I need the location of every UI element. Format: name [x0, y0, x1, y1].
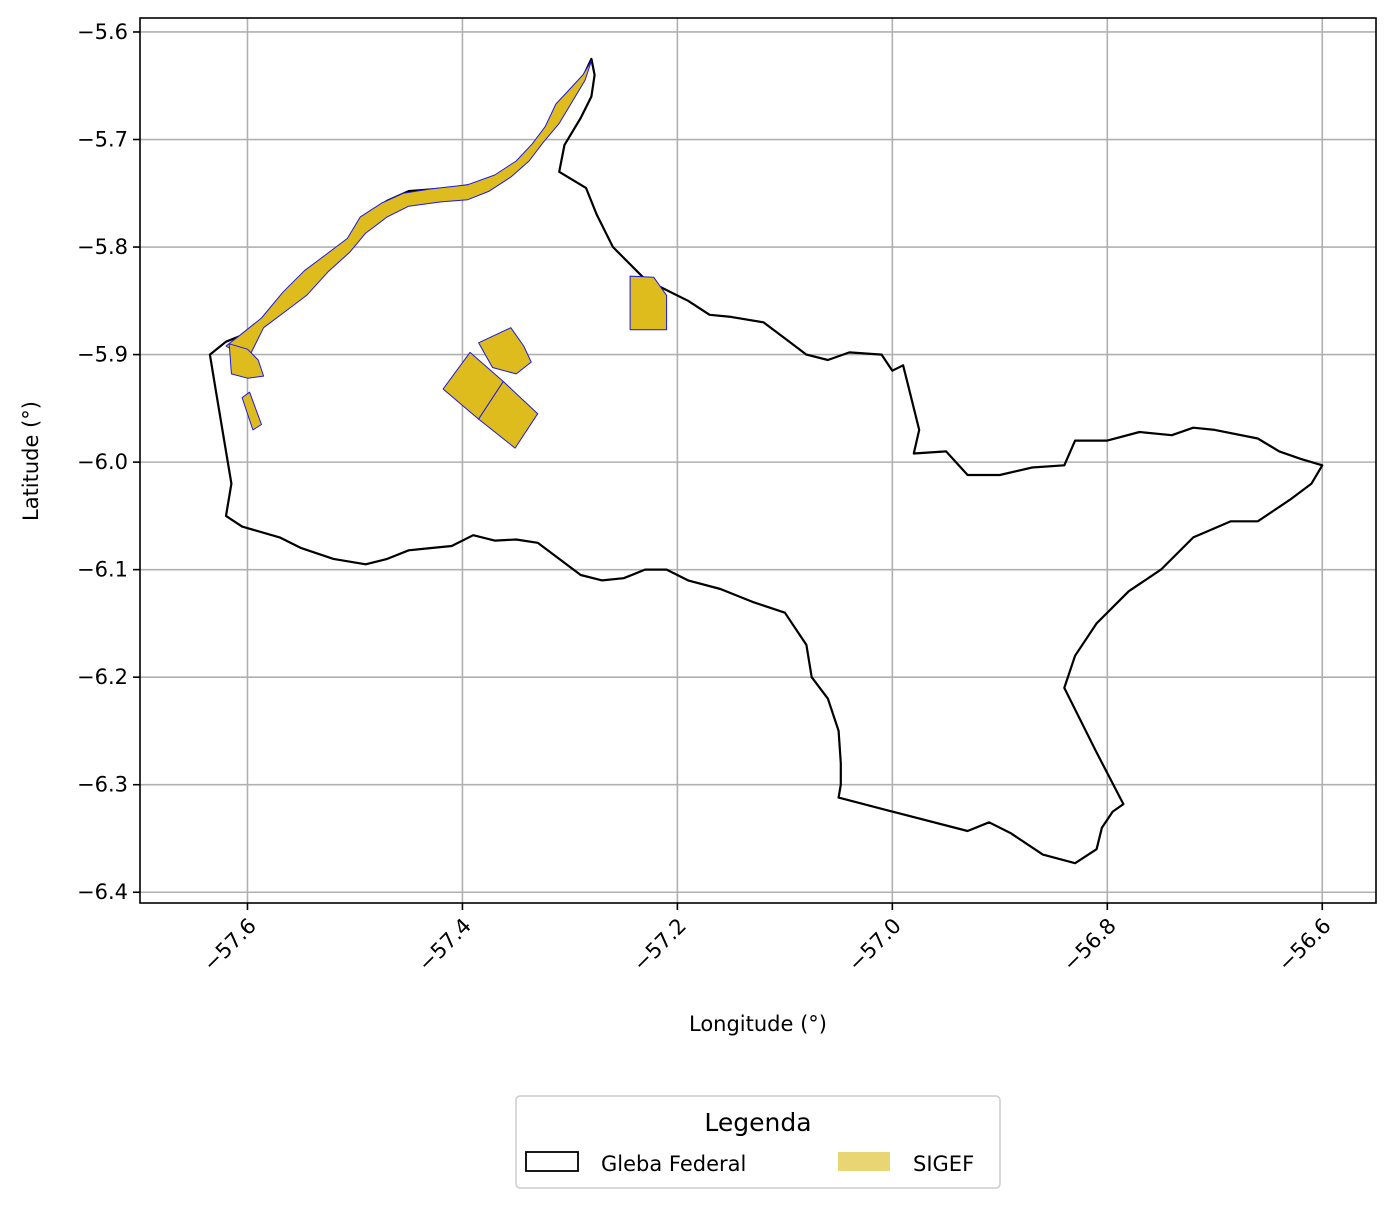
gleba-federal-boundary	[208, 57, 1324, 865]
legend: Legenda Gleba Federal SIGEF	[515, 1095, 1001, 1189]
x-axis-title: Longitude (°)	[689, 1012, 827, 1036]
legend-label-gleba-federal: Gleba Federal	[601, 1152, 746, 1176]
y-tick-label: −6.1	[77, 558, 128, 582]
y-tick-label: −5.8	[77, 235, 128, 259]
sigef-layer	[225, 60, 668, 449]
sigef-parcel	[478, 327, 532, 375]
x-tick-label: −57.0	[843, 914, 905, 976]
y-tick-label: −5.7	[77, 128, 128, 152]
gleba-federal-layer	[208, 57, 1324, 865]
legend-swatch-gleba-federal	[525, 1151, 579, 1172]
x-tick-label: −56.6	[1273, 914, 1335, 976]
plot-area-frame	[139, 17, 1377, 904]
y-tick-label: −6.4	[77, 880, 128, 904]
y-tick-label: −6.0	[77, 450, 128, 474]
legend-swatch-sigef	[838, 1152, 890, 1171]
x-tick-label: −56.8	[1058, 914, 1120, 976]
legend-title: Legenda	[704, 1108, 811, 1137]
x-tick-label: −57.2	[628, 914, 690, 976]
sigef-parcel	[225, 60, 592, 361]
legend-label-sigef: SIGEF	[913, 1152, 974, 1176]
sigef-parcel	[241, 391, 262, 431]
sigef-parcel	[629, 275, 668, 331]
y-tick-label: −5.6	[77, 20, 128, 44]
y-tick-label: −5.9	[77, 343, 128, 367]
y-tick-label: −6.2	[77, 665, 128, 689]
y-axis-title: Latitude (°)	[19, 401, 43, 521]
x-axis-ticks: −57.6 −57.4 −57.2 −57.0 −56.8 −56.6	[199, 903, 1336, 976]
sigef-parcel	[478, 381, 539, 449]
x-tick-label: −57.4	[413, 914, 475, 976]
sigef-parcel	[228, 343, 265, 379]
x-tick-label: −57.6	[199, 914, 261, 976]
y-tick-label: −6.3	[77, 773, 128, 797]
y-axis-ticks: −5.6 −5.7 −5.8 −5.9 −6.0 −6.1 −6.2 −6.3 −6.4	[77, 20, 140, 904]
grid-lines	[140, 18, 1376, 903]
